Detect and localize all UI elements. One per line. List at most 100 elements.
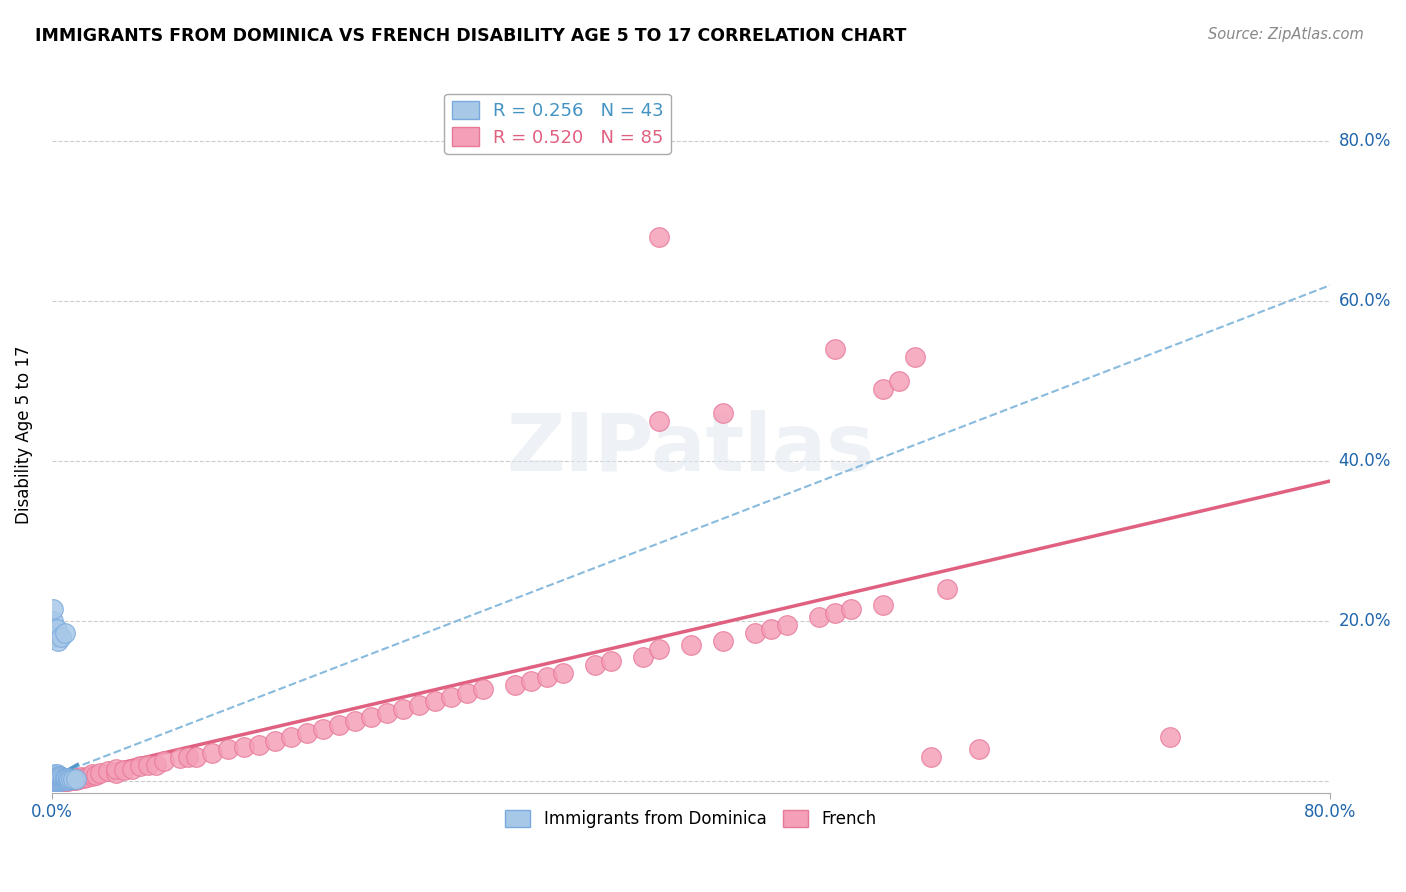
Point [45, 622, 67, 636]
Point [56, 773, 79, 788]
Point [887, 374, 910, 388]
Point [42, 773, 65, 788]
Point [46, 769, 69, 783]
Point [46, 772, 69, 786]
Point [58, 772, 80, 787]
Point [169, 751, 191, 765]
Point [145, 757, 167, 772]
Point [51, 630, 73, 644]
Point [46, 633, 69, 648]
Point [136, 757, 159, 772]
Point [55, 772, 77, 786]
Point [45, 772, 67, 786]
Point [59, 772, 82, 786]
Point [503, 678, 526, 692]
Point [58, 772, 80, 786]
Point [52, 773, 75, 788]
Point [51, 773, 73, 788]
Point [52, 772, 75, 787]
Point [200, 746, 222, 760]
Point [360, 710, 382, 724]
Point [375, 706, 398, 720]
Point [536, 670, 558, 684]
Legend: Immigrants from Dominica, French: Immigrants from Dominica, French [499, 803, 883, 834]
Point [904, 350, 927, 364]
Point [128, 759, 150, 773]
Y-axis label: Disability Age 5 to 17: Disability Age 5 to 17 [15, 346, 32, 524]
Point [42, 769, 65, 783]
Point [104, 762, 127, 776]
Text: ZIPatlas: ZIPatlas [506, 410, 875, 488]
Point [76, 770, 98, 784]
Point [967, 741, 990, 756]
Point [839, 602, 862, 616]
Text: IMMIGRANTS FROM DOMINICA VS FRENCH DISABILITY AGE 5 TO 17 CORRELATION CHART: IMMIGRANTS FROM DOMINICA VS FRENCH DISAB… [35, 27, 907, 45]
Point [44, 773, 66, 788]
Point [55, 772, 77, 787]
Point [104, 765, 127, 780]
Point [42, 773, 65, 788]
Point [48, 772, 70, 786]
Point [456, 686, 478, 700]
Point [344, 714, 367, 728]
Point [42, 614, 65, 628]
Point [48, 772, 70, 786]
Point [62, 772, 84, 787]
Point [44, 772, 66, 786]
Point [600, 654, 623, 668]
Point [80, 767, 103, 781]
Point [1159, 730, 1181, 744]
Point [53, 773, 76, 788]
Point [184, 749, 207, 764]
Point [86, 768, 108, 782]
Point [59, 772, 82, 787]
Point [62, 772, 84, 786]
Point [679, 638, 702, 652]
Text: 20.0%: 20.0% [1339, 612, 1391, 630]
Point [217, 741, 239, 756]
Point [45, 772, 67, 786]
Point [583, 657, 606, 672]
Point [44, 771, 66, 785]
Point [45, 771, 67, 785]
Point [65, 772, 87, 786]
Point [51, 772, 73, 787]
Text: 80.0%: 80.0% [1339, 132, 1391, 151]
Point [53, 772, 76, 786]
Point [759, 622, 782, 636]
Point [53, 625, 76, 640]
Point [425, 694, 447, 708]
Point [297, 725, 319, 739]
Point [648, 641, 671, 656]
Point [776, 617, 799, 632]
Point [152, 754, 174, 768]
Point [440, 690, 463, 704]
Point [42, 602, 65, 616]
Point [520, 673, 543, 688]
Point [69, 771, 91, 785]
Point [45, 767, 67, 781]
Point [121, 762, 143, 776]
Point [51, 770, 73, 784]
Text: 40.0%: 40.0% [1339, 452, 1391, 470]
Point [42, 771, 65, 785]
Point [42, 630, 65, 644]
Point [55, 772, 77, 787]
Text: Source: ZipAtlas.com: Source: ZipAtlas.com [1208, 27, 1364, 42]
Point [711, 633, 734, 648]
Point [44, 773, 66, 788]
Point [920, 749, 942, 764]
Point [408, 698, 430, 712]
Point [52, 772, 75, 786]
Point [824, 606, 846, 620]
Point [89, 765, 111, 780]
Point [48, 773, 70, 788]
Point [392, 702, 415, 716]
Point [65, 772, 87, 787]
Point [52, 772, 75, 786]
Point [46, 771, 69, 785]
Point [48, 771, 70, 785]
Point [112, 764, 135, 778]
Point [264, 733, 287, 747]
Point [872, 382, 894, 396]
